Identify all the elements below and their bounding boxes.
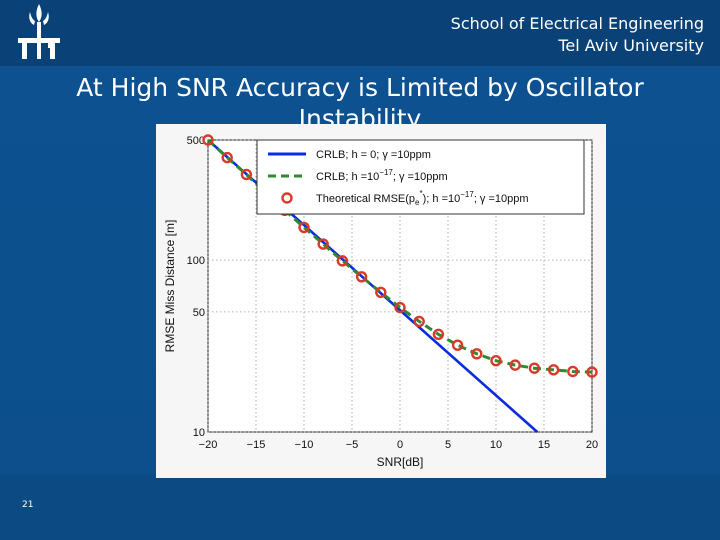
data-point-theoretical bbox=[317, 238, 329, 250]
data-point-theoretical bbox=[432, 328, 445, 341]
footer-band bbox=[0, 475, 720, 540]
data-point-theoretical bbox=[394, 301, 406, 314]
data-point-theoretical bbox=[451, 339, 464, 351]
data-point-theoretical bbox=[567, 365, 579, 378]
data-point-theoretical bbox=[490, 354, 502, 367]
x-tick-labels: −20 −15 −10 −5 0 5 10 15 20 bbox=[199, 439, 598, 451]
school-line-1: School of Electrical Engineering bbox=[450, 14, 704, 33]
data-point-theoretical bbox=[509, 359, 521, 371]
chart-figure: −20 −15 −10 −5 0 5 10 15 20 10 50 100 500 SNR[dB] R… bbox=[156, 124, 606, 478]
data-point-theoretical bbox=[413, 315, 425, 328]
series-line-crlb-h bbox=[206, 138, 593, 374]
x-tick-label: 10 bbox=[490, 439, 502, 451]
school-name: School of Electrical Engineering Tel Avi… bbox=[451, 13, 704, 57]
x-tick-label: 0 bbox=[397, 439, 403, 451]
y-tick-label: 50 bbox=[193, 307, 205, 319]
school-line-2: Tel Aviv University bbox=[558, 36, 704, 55]
data-point-theoretical bbox=[221, 151, 233, 164]
x-tick-label: 15 bbox=[538, 439, 550, 451]
y-tick-label: 500 bbox=[187, 135, 205, 147]
legend-label-theoretical: Theoretical RMSE(pe*); h =10−17; γ =10pp… bbox=[316, 189, 529, 207]
data-point-theoretical bbox=[240, 168, 253, 181]
data-point-theoretical bbox=[202, 134, 214, 146]
data-point-theoretical bbox=[471, 348, 483, 360]
rmse-vs-snr-chart: −20 −15 −10 −5 0 5 10 15 20 10 50 100 500 SNR[dB] R… bbox=[163, 134, 598, 469]
y-axis-label: RMSE Miss Distance [m] bbox=[163, 220, 177, 353]
page-number: 21 bbox=[22, 500, 34, 510]
x-tick-label: 5 bbox=[445, 439, 451, 451]
data-point-theoretical bbox=[298, 221, 310, 234]
y-tick-label: 100 bbox=[187, 255, 205, 267]
data-point-theoretical bbox=[528, 362, 541, 374]
legend: CRLB; h = 0; γ =10ppm CRLB; h =10−17; γ … bbox=[256, 139, 585, 215]
x-tick-label: −5 bbox=[346, 439, 359, 451]
legend-box bbox=[256, 139, 585, 215]
legend-swatch-theoretical bbox=[281, 192, 293, 204]
data-point-theoretical bbox=[355, 271, 368, 283]
x-tick-label: −20 bbox=[199, 439, 218, 451]
data-point-theoretical bbox=[586, 366, 598, 378]
university-logo-icon bbox=[18, 4, 60, 59]
x-tick-label: −15 bbox=[247, 439, 266, 451]
legend-label-crlb-h0: CRLB; h = 0; γ =10ppm bbox=[316, 149, 431, 161]
header-band bbox=[0, 0, 720, 66]
x-axis-label: SNR[dB] bbox=[377, 455, 424, 469]
data-point-theoretical bbox=[375, 286, 387, 298]
data-point-theoretical bbox=[547, 364, 560, 376]
slide-title-line-1: At High SNR Accuracy is Limited by Oscil… bbox=[76, 73, 644, 102]
x-tick-label: 20 bbox=[586, 439, 598, 451]
y-tick-label: 10 bbox=[193, 427, 205, 439]
data-point-theoretical bbox=[336, 255, 349, 267]
legend-label-crlb-h: CRLB; h =10−17; γ =10ppm bbox=[316, 168, 448, 183]
y-tick-labels: 10 50 100 500 bbox=[187, 135, 205, 439]
x-tick-label: −10 bbox=[295, 439, 314, 451]
